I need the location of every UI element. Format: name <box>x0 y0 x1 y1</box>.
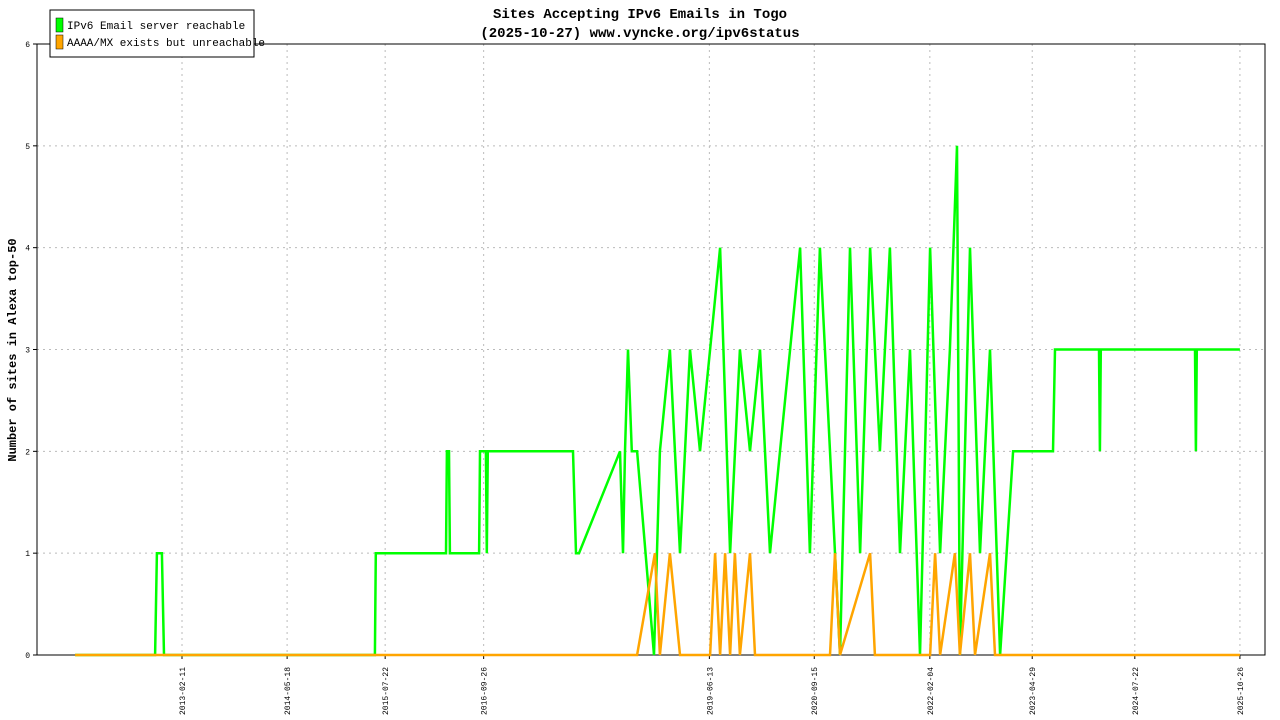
x-tick-label: 2024-07-22 <box>1132 667 1141 715</box>
y-axis-title: Number of sites in Alexa top-50 <box>6 238 20 461</box>
x-tick-label: 2023-04-29 <box>1029 667 1038 715</box>
y-tick-label: 6 <box>25 41 30 50</box>
chart-subtitle: (2025-10-27) www.vyncke.org/ipv6status <box>480 26 799 42</box>
x-tick-label: 2019-06-13 <box>706 667 715 715</box>
x-tick-label: 2016-09-26 <box>481 667 490 715</box>
y-tick-label: 4 <box>25 245 30 254</box>
y-tick-label: 5 <box>25 143 30 152</box>
legend-label: IPv6 Email server reachable <box>67 21 245 33</box>
legend-swatch <box>55 17 64 33</box>
plot-frame <box>36 43 1266 656</box>
legend-box <box>49 9 255 58</box>
y-tick-label: 3 <box>25 347 30 356</box>
x-tick-label: 2020-09-15 <box>811 667 820 715</box>
series-line <box>75 552 1240 657</box>
legend-swatch <box>55 34 64 50</box>
y-tick-label: 2 <box>25 448 30 457</box>
chart-title: Sites Accepting IPv6 Emails in Togo <box>493 7 787 23</box>
x-tick-label: 2014-05-18 <box>284 667 293 715</box>
y-tick-label: 1 <box>25 550 30 559</box>
x-tick-label: 2022-02-04 <box>927 667 936 715</box>
series-line <box>75 145 1240 657</box>
x-tick-label: 2015-07-22 <box>382 667 391 715</box>
x-tick-label: 2013-02-11 <box>179 667 188 715</box>
x-tick-label: 2025-10-26 <box>1237 667 1246 715</box>
y-tick-label: 0 <box>25 652 30 661</box>
legend-label: AAAA/MX exists but unreachable <box>67 38 265 50</box>
